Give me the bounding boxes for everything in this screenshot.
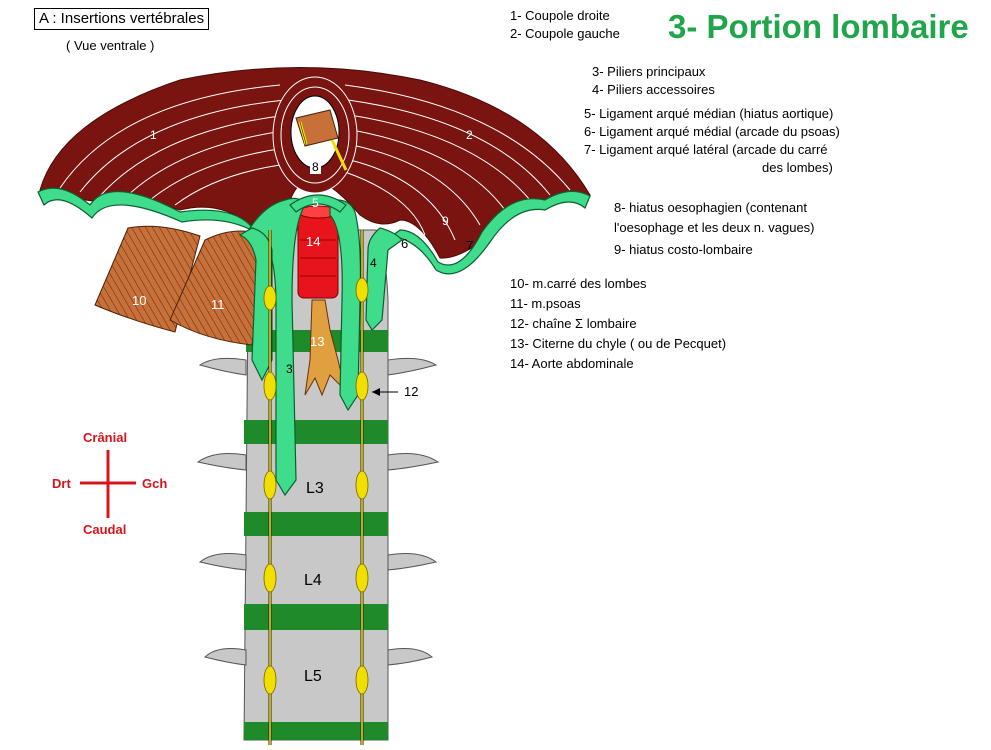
quadratus-lumborum-muscle [94, 225, 201, 333]
label-9: 9 [442, 214, 449, 228]
label-6: 6 [401, 236, 409, 251]
crura-and-ligaments [37, 187, 591, 497]
legend-item-3: 3- Piliers principaux [592, 64, 706, 79]
label-5: 5 [312, 196, 319, 210]
legend-item-7-cont: des lombes) [762, 160, 833, 175]
compass-right-side: Drt [52, 476, 71, 491]
legend-item-6: 6- Ligament arqué médial (arcade du psoa… [584, 124, 840, 139]
legend-item-5: 5- Ligament arqué médian (hiatus aortiqu… [584, 106, 834, 121]
legend-item-9: 9- hiatus costo-lombaire [614, 242, 753, 257]
label-7: 7 [466, 238, 474, 253]
sympathetic-chains [263, 230, 369, 745]
figure-title-box: A : Insertions vertébrales [34, 8, 210, 30]
vertebra-label-l4: L4 [304, 572, 322, 589]
compass-caudal: Caudal [83, 522, 127, 537]
slide-title: 3- Portion lombaire [668, 8, 969, 45]
legend-item-1: 1- Coupole droite [510, 8, 610, 23]
legend-item-13: 13- Citerne du chyle ( ou de Pecquet) [510, 336, 727, 351]
label-12-arrow [372, 388, 398, 396]
orientation-compass [80, 450, 136, 518]
label-4: 4 [370, 256, 377, 270]
label-3: 3 [286, 362, 293, 376]
oesophageal-hiatus [272, 76, 358, 194]
legend-item-12: 12- chaîne Σ lombaire [510, 316, 637, 331]
label-2: 2 [466, 128, 473, 142]
legend-item-7: 7- Ligament arqué latéral (arcade du car… [584, 142, 828, 157]
label-12: 12 [404, 384, 419, 399]
legend-item-11: 11- m.psoas [510, 296, 581, 311]
label-10: 10 [132, 293, 147, 308]
vertebra-label-l3: L3 [306, 480, 324, 497]
label-1: 1 [150, 128, 157, 142]
vertebra-label-l5: L5 [304, 668, 322, 685]
legend-item-2: 2- Coupole gauche [510, 26, 620, 41]
abdominal-aorta [297, 205, 339, 299]
legend-item-8: 8- hiatus oesophagien (contenant [614, 200, 807, 215]
legend-item-14: 14- Aorte abdominale [510, 356, 634, 371]
label-14: 14 [306, 234, 321, 249]
label-13: 13 [310, 334, 325, 349]
psoas-muscle [169, 230, 266, 346]
figure-subtitle: ( Vue ventrale ) [66, 38, 155, 53]
label-11: 11 [211, 297, 225, 312]
legend-item-10: 10- m.carré des lombes [510, 276, 647, 291]
compass-cranial: Crânial [83, 430, 128, 445]
compass-left-side: Gch [142, 476, 168, 491]
legend-item-4: 4- Piliers accessoires [592, 82, 715, 97]
label-8: 8 [310, 160, 321, 174]
legend-item-8-cont: l'oesophage et les deux n. vagues) [614, 220, 815, 235]
cisterna-chyli [304, 299, 346, 397]
